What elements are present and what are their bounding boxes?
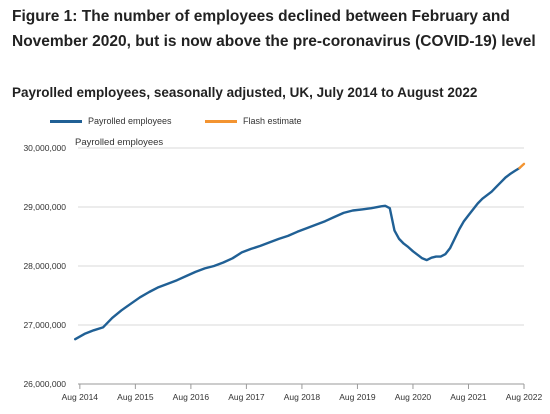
x-tick-label: Aug 2019 [339, 392, 376, 402]
gridlines [78, 147, 524, 385]
legend-label-flash: Flash estimate [243, 116, 302, 126]
x-tick-label: Aug 2017 [228, 392, 265, 402]
x-axis-ticks: Aug 2014 Aug 2015 Aug 2016 Aug 2017 Aug 2018… [62, 384, 543, 402]
y-tick-label: 26,000,000 [23, 379, 66, 389]
legend-label-payrolled: Payrolled employees [88, 116, 172, 126]
chart-subtitle: Payrolled employees, seasonally adjusted… [12, 85, 478, 100]
y-tick-label: 28,000,000 [23, 261, 66, 271]
x-tick-label: Aug 2015 [117, 392, 154, 402]
x-tick-label: Aug 2018 [284, 392, 321, 402]
chart-legend: Payrolled employees Flash estimate [0, 116, 550, 130]
series-lines [73, 162, 526, 341]
x-tick-label: Aug 2021 [450, 392, 487, 402]
x-tick-label: Aug 2022 [506, 392, 543, 402]
y-axis-series-label: Payrolled employees [75, 137, 164, 148]
x-tick-label: Aug 2014 [62, 392, 99, 402]
legend-swatch-flash [205, 119, 237, 123]
chart-title: Figure 1: The number of employees declin… [12, 8, 536, 50]
y-axis-ticks: 26,000,000 27,000,000 28,000,000 29,000,000… [23, 143, 66, 389]
legend-item-flash: Flash estimate [205, 116, 302, 126]
legend-item-payrolled: Payrolled employees [50, 116, 172, 126]
x-tick-label: Aug 2020 [395, 392, 432, 402]
y-tick-label: 27,000,000 [23, 320, 66, 330]
y-tick-label: 29,000,000 [23, 202, 66, 212]
series-line-payrolled-employees [73, 166, 521, 341]
y-tick-label: 30,000,000 [23, 143, 66, 153]
x-tick-label: Aug 2016 [173, 392, 210, 402]
legend-swatch-payrolled [50, 119, 82, 123]
series-line-flash-estimate [518, 162, 526, 170]
